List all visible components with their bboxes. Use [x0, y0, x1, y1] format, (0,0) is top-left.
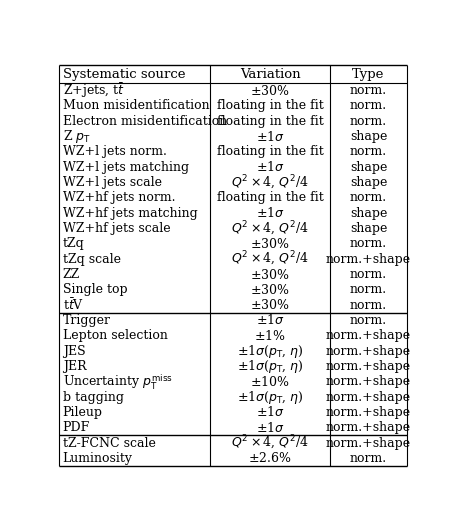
Text: Systematic source: Systematic source: [63, 67, 185, 80]
Text: norm.: norm.: [350, 99, 387, 113]
Text: Pileup: Pileup: [63, 406, 103, 419]
Text: $\pm$1$\sigma$($p_\mathrm{T}$, $\eta$): $\pm$1$\sigma$($p_\mathrm{T}$, $\eta$): [237, 342, 303, 360]
Text: $Q^2\times$4, $Q^2$/4: $Q^2\times$4, $Q^2$/4: [231, 434, 309, 452]
Text: JES: JES: [63, 345, 85, 358]
Text: tZ-FCNC scale: tZ-FCNC scale: [63, 437, 156, 450]
Text: WZ+hf jets matching: WZ+hf jets matching: [63, 207, 197, 220]
Text: $\pm$1%: $\pm$1%: [254, 329, 286, 343]
Text: norm.+shape: norm.+shape: [326, 406, 411, 419]
Text: tZq scale: tZq scale: [63, 252, 121, 266]
Text: norm.+shape: norm.+shape: [326, 437, 411, 450]
Text: $\pm$1$\sigma$: $\pm$1$\sigma$: [256, 421, 285, 435]
Text: $\pm$30%: $\pm$30%: [250, 268, 290, 281]
Text: norm.: norm.: [350, 145, 387, 158]
Text: t$\bar{t}$V: t$\bar{t}$V: [63, 297, 84, 313]
Text: $Q^2\times$4, $Q^2$/4: $Q^2\times$4, $Q^2$/4: [231, 174, 309, 191]
Text: Variation: Variation: [240, 67, 301, 80]
Text: floating in the fit: floating in the fit: [217, 191, 324, 205]
Text: PDF: PDF: [63, 421, 90, 434]
Text: floating in the fit: floating in the fit: [217, 99, 324, 113]
Text: norm.: norm.: [350, 268, 387, 281]
Text: $\pm$1$\sigma$: $\pm$1$\sigma$: [256, 206, 285, 220]
Text: $\pm$1$\sigma$: $\pm$1$\sigma$: [256, 406, 285, 419]
Text: WZ+hf jets norm.: WZ+hf jets norm.: [63, 191, 175, 205]
Text: floating in the fit: floating in the fit: [217, 145, 324, 158]
Text: floating in the fit: floating in the fit: [217, 115, 324, 128]
Text: $\pm$1$\sigma$: $\pm$1$\sigma$: [256, 160, 285, 174]
Text: shape: shape: [350, 176, 387, 189]
Text: ZZ: ZZ: [63, 268, 80, 281]
Text: tZq: tZq: [63, 237, 84, 250]
Text: WZ+l jets norm.: WZ+l jets norm.: [63, 145, 167, 158]
Text: norm.+shape: norm.+shape: [326, 376, 411, 388]
Text: Trigger: Trigger: [63, 314, 111, 327]
Text: shape: shape: [350, 207, 387, 220]
Text: Z $p_\mathrm{T}$: Z $p_\mathrm{T}$: [63, 128, 91, 145]
Text: Uncertainty $p_\mathrm{T}^\mathrm{miss}$: Uncertainty $p_\mathrm{T}^\mathrm{miss}$: [63, 372, 173, 391]
Text: $\pm$10%: $\pm$10%: [250, 375, 290, 389]
Text: Z+jets, t$\bar{t}$: Z+jets, t$\bar{t}$: [63, 82, 125, 100]
Text: shape: shape: [350, 130, 387, 143]
Text: norm.+shape: norm.+shape: [326, 421, 411, 434]
Text: Lepton selection: Lepton selection: [63, 329, 168, 342]
Text: $\pm$1$\sigma$: $\pm$1$\sigma$: [256, 129, 285, 144]
Text: WZ+l jets matching: WZ+l jets matching: [63, 161, 189, 174]
Text: Type: Type: [352, 67, 385, 80]
Text: $\pm$1$\sigma$: $\pm$1$\sigma$: [256, 313, 285, 328]
Text: norm.+shape: norm.+shape: [326, 391, 411, 403]
Text: norm.: norm.: [350, 314, 387, 327]
Text: Muon misidentification: Muon misidentification: [63, 99, 209, 113]
Text: $\pm$30%: $\pm$30%: [250, 84, 290, 97]
Text: shape: shape: [350, 161, 387, 174]
Text: norm.: norm.: [350, 284, 387, 296]
Text: $\pm$1$\sigma$($p_\mathrm{T}$, $\eta$): $\pm$1$\sigma$($p_\mathrm{T}$, $\eta$): [237, 358, 303, 375]
Text: $Q^2\times$4, $Q^2$/4: $Q^2\times$4, $Q^2$/4: [231, 219, 309, 238]
Text: Electron misidentification: Electron misidentification: [63, 115, 227, 128]
Text: $\pm$30%: $\pm$30%: [250, 283, 290, 297]
Text: norm.+shape: norm.+shape: [326, 252, 411, 266]
Text: shape: shape: [350, 222, 387, 235]
Text: $\pm$1$\sigma$($p_\mathrm{T}$, $\eta$): $\pm$1$\sigma$($p_\mathrm{T}$, $\eta$): [237, 389, 303, 406]
Text: norm.+shape: norm.+shape: [326, 329, 411, 342]
Text: norm.: norm.: [350, 191, 387, 205]
Text: norm.+shape: norm.+shape: [326, 360, 411, 373]
Text: $\pm$2.6%: $\pm$2.6%: [248, 451, 292, 466]
Text: WZ+hf jets scale: WZ+hf jets scale: [63, 222, 170, 235]
Text: Luminosity: Luminosity: [63, 452, 133, 465]
Text: $\pm$30%: $\pm$30%: [250, 298, 290, 312]
Text: Single top: Single top: [63, 284, 128, 296]
Text: $Q^2\times$4, $Q^2$/4: $Q^2\times$4, $Q^2$/4: [231, 250, 309, 268]
Text: norm.: norm.: [350, 452, 387, 465]
Text: norm.: norm.: [350, 237, 387, 250]
Text: norm.: norm.: [350, 115, 387, 128]
Text: b tagging: b tagging: [63, 391, 124, 403]
Text: JER: JER: [63, 360, 86, 373]
Text: norm.: norm.: [350, 299, 387, 312]
Text: norm.+shape: norm.+shape: [326, 345, 411, 358]
Text: WZ+l jets scale: WZ+l jets scale: [63, 176, 162, 189]
Text: norm.: norm.: [350, 84, 387, 97]
Text: $\pm$30%: $\pm$30%: [250, 237, 290, 251]
